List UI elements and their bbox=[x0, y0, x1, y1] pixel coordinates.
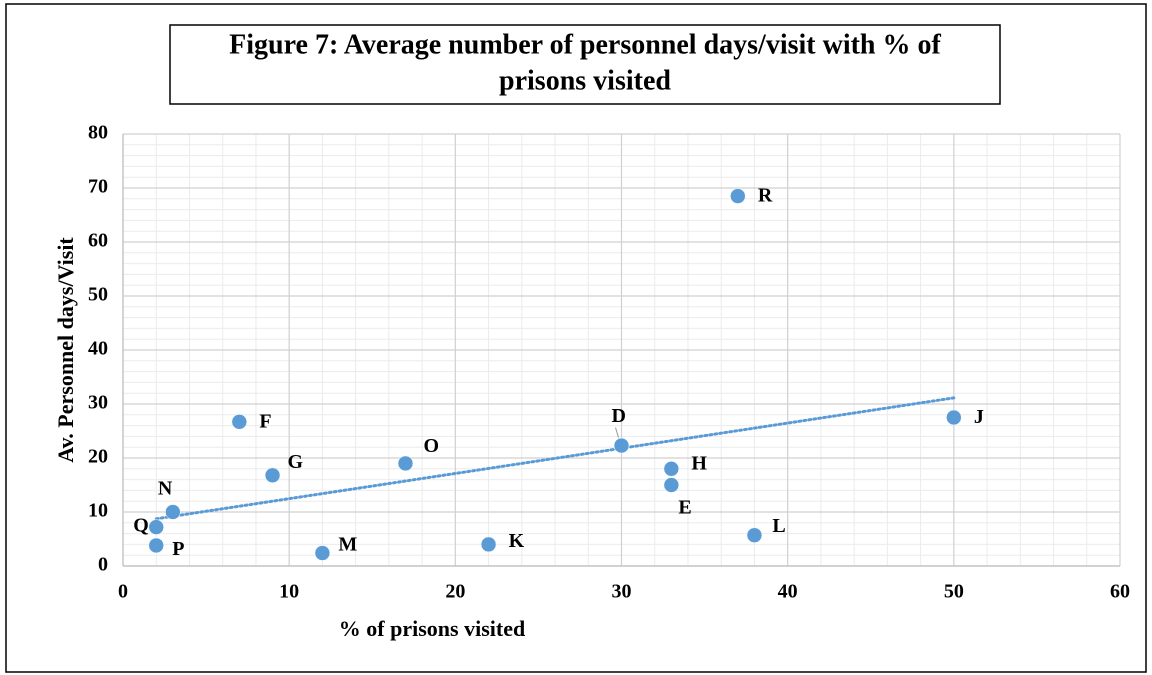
y-tick-label: 50 bbox=[88, 284, 108, 306]
title-box bbox=[169, 24, 1001, 105]
x-tick-label: 40 bbox=[778, 581, 798, 603]
point bbox=[314, 545, 331, 561]
point bbox=[746, 527, 763, 543]
point bbox=[663, 477, 680, 493]
chart-title: prisons visited bbox=[499, 65, 671, 96]
point-label: D bbox=[612, 405, 626, 427]
y-tick-label: 10 bbox=[88, 500, 108, 522]
point-label: N bbox=[158, 478, 173, 500]
point-label: G bbox=[288, 451, 304, 473]
x-tick-label: 60 bbox=[1110, 581, 1130, 603]
x-tick-label: 20 bbox=[445, 581, 465, 603]
y-tick-label: 40 bbox=[88, 338, 108, 360]
point bbox=[730, 188, 746, 204]
y-axis-title: Av. Personnel days/Visit bbox=[53, 237, 78, 463]
point-label: P bbox=[172, 538, 184, 560]
chart-frame bbox=[5, 3, 1147, 673]
chart-title: Figure 7: Average number of personnel da… bbox=[229, 29, 941, 60]
x-tick-label: 50 bbox=[944, 581, 964, 603]
point bbox=[480, 536, 497, 553]
point-label: O bbox=[423, 435, 439, 457]
point bbox=[397, 455, 414, 472]
y-tick-label: 0 bbox=[98, 554, 108, 576]
y-tick-label: 70 bbox=[88, 176, 108, 198]
point-label: E bbox=[678, 497, 691, 519]
point-label: Q bbox=[133, 515, 149, 537]
x-axis-title: % of prisons visited bbox=[339, 616, 525, 641]
point-label: F bbox=[259, 410, 271, 432]
y-tick-label: 80 bbox=[88, 122, 108, 144]
point bbox=[663, 461, 680, 477]
x-tick-label: 0 bbox=[118, 581, 128, 603]
y-tick-label: 20 bbox=[88, 446, 108, 468]
point bbox=[231, 414, 248, 430]
point-label: L bbox=[772, 515, 785, 537]
point-label: J bbox=[974, 406, 984, 428]
point bbox=[613, 437, 630, 454]
y-tick-label: 30 bbox=[88, 392, 108, 414]
leader-line bbox=[615, 427, 619, 438]
x-tick-label: 30 bbox=[612, 581, 632, 603]
point bbox=[165, 504, 181, 520]
point bbox=[946, 409, 962, 426]
point-label: H bbox=[691, 452, 707, 474]
point bbox=[148, 537, 164, 554]
point-label: M bbox=[338, 534, 357, 556]
x-tick-label: 10 bbox=[279, 581, 299, 603]
y-tick-label: 60 bbox=[88, 230, 108, 252]
point bbox=[148, 519, 164, 535]
point-label: R bbox=[758, 185, 773, 207]
point bbox=[264, 467, 281, 484]
trendline bbox=[154, 396, 956, 521]
point-label: K bbox=[509, 530, 525, 552]
